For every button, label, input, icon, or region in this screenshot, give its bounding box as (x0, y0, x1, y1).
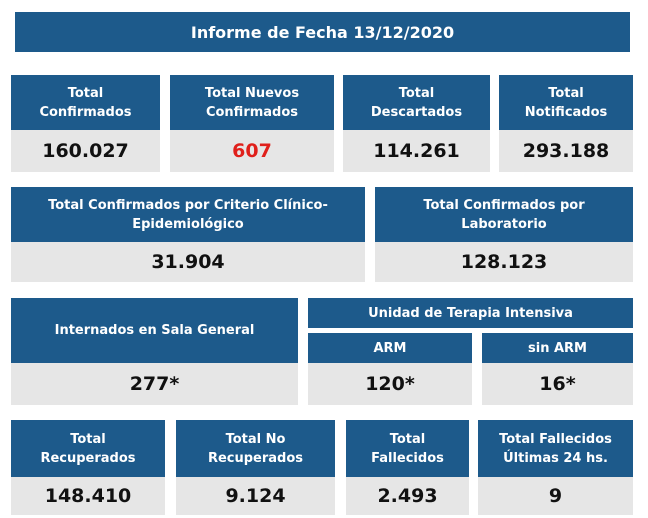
title-line: Total (548, 85, 584, 101)
card-header: Total Confirmados (11, 75, 160, 130)
title-line: Notificados (524, 104, 608, 120)
card-header: Total Confirmados por Criterio Clínico- E… (11, 187, 365, 242)
card-value: 9 (478, 477, 633, 515)
card-header: Total No Recuperados (176, 420, 335, 477)
card-value: 160.027 (11, 130, 160, 172)
title-line: Fallecidos (371, 450, 444, 466)
card-title: Total Fallecidos (371, 430, 444, 468)
card-header: Total Nuevos Confirmados (170, 75, 334, 130)
title-line: Total (67, 85, 104, 101)
card-title: Total Fallecidos Últimas 24 hs. (499, 430, 612, 468)
title-line: Total Confirmados por Criterio Clínico- (48, 197, 328, 213)
title-line: Descartados (370, 104, 463, 120)
title-line: Total No (225, 431, 286, 447)
report-title: Informe de Fecha 13/12/2020 (15, 12, 630, 52)
card-value: 293.188 (499, 130, 633, 172)
title-line: Internados en Sala General (54, 323, 255, 338)
card-header: Total Fallecidos (346, 420, 469, 477)
uti-item-value: 16* (482, 363, 633, 405)
title-line: Recuperados (40, 450, 136, 466)
card-header: Total Descartados (343, 75, 490, 130)
card-title: Total No Recuperados (208, 430, 303, 468)
card-header: Total Notificados (499, 75, 633, 130)
card-value: 114.261 (343, 130, 490, 172)
title-line: Últimas 24 hs. (503, 450, 608, 466)
card-value: 277* (11, 363, 298, 405)
card-title: Total Confirmados por Criterio Clínico- E… (48, 196, 328, 234)
title-line: Confirmados (39, 104, 132, 120)
title-line: Total (398, 85, 435, 101)
card-value: 2.493 (346, 477, 469, 515)
card-header: Total Fallecidos Últimas 24 hs. (478, 420, 633, 477)
title-line: Laboratorio (461, 216, 547, 232)
uti-item-header: ARM (308, 333, 472, 363)
card-header: Total Confirmados por Laboratorio (375, 187, 633, 242)
card-value: 128.123 (375, 242, 633, 282)
title-line: Total (70, 431, 106, 447)
card-value: 9.124 (176, 477, 335, 515)
card-header: Internados en Sala General (11, 298, 298, 363)
card-title: Total Descartados (371, 84, 462, 122)
uti-item-value: 120* (308, 363, 472, 405)
title-line: Total Fallecidos (499, 431, 612, 447)
title-line: Confirmados (205, 104, 299, 120)
card-title: Total Confirmados (39, 84, 131, 122)
title-line: Total Confirmados por (423, 197, 585, 213)
title-line: Total (389, 431, 426, 447)
card-value: 148.410 (11, 477, 165, 515)
card-title: Total Recuperados (40, 430, 135, 468)
card-value: 607 (170, 130, 334, 172)
card-title: Internados en Sala General (55, 321, 255, 340)
card-title: Total Notificados (525, 84, 608, 122)
title-line: Recuperados (207, 450, 304, 466)
card-title: Total Confirmados por Laboratorio (423, 196, 584, 234)
uti-header: Unidad de Terapia Intensiva (308, 298, 633, 328)
uti-item-header: sin ARM (482, 333, 633, 363)
card-value: 31.904 (11, 242, 365, 282)
card-header: Total Recuperados (11, 420, 165, 477)
title-line: Epidemiológico (132, 216, 244, 232)
card-title: Total Nuevos Confirmados (205, 84, 299, 122)
title-line: Total Nuevos (204, 85, 300, 101)
